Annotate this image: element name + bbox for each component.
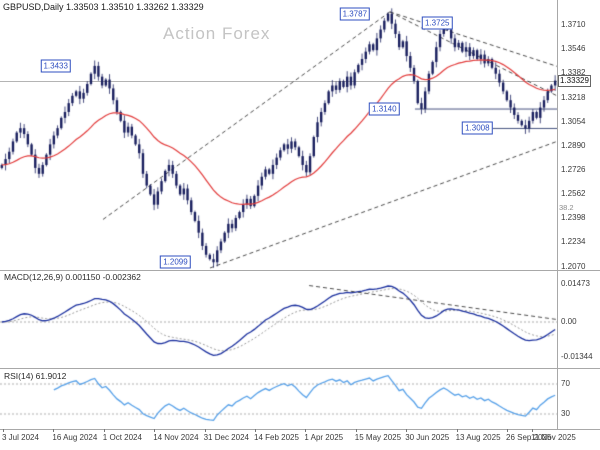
time-axis-label: 14 Feb 2025: [254, 433, 299, 442]
panel-divider: [0, 429, 600, 430]
price-axis-label: 1.2398: [561, 213, 586, 223]
time-axis-tick: [255, 429, 256, 432]
time-axis-tick: [456, 429, 458, 432]
macd-indicator-chart[interactable]: [0, 271, 557, 368]
price-axis-label: 1.3218: [561, 92, 586, 102]
macd-axis-label: -0.01344: [561, 351, 593, 361]
time-axis-label: 3 Jul 2024: [2, 433, 39, 442]
macd-indicator-label: MACD(12,26,9) 0.001150 -0.002362: [4, 272, 141, 282]
time-axis-tick: [305, 429, 307, 432]
symbol-ohlc-header: GBPUSD,Daily 1.33503 1.33510 1.33262 1.3…: [3, 2, 204, 12]
macd-axis-label: 0.00: [561, 317, 577, 326]
panel-divider: [0, 368, 600, 369]
price-axis-label: 1.2726: [561, 164, 586, 174]
macd-axis-label: 0.01473: [561, 278, 590, 288]
price-axis-label: 1.3054: [561, 116, 586, 126]
time-axis-label: 26 Sep 2025: [506, 433, 552, 442]
price-axis-label: 1.2890: [561, 140, 586, 150]
time-axis-label: 16 Aug 2024: [52, 433, 98, 442]
time-axis-label: 14 Nov 2024: [153, 433, 199, 442]
price-callout: 1.3433: [40, 59, 71, 73]
time-axis-label: 1 Apr 2025: [304, 433, 344, 442]
fib-level-label: 38.2: [559, 203, 574, 212]
price-axis-label: 1.3382: [561, 68, 586, 78]
time-axis-tick: [53, 429, 55, 432]
price-axis-label: 1.2234: [561, 237, 586, 247]
price-axis-border: [557, 0, 558, 429]
rsi-indicator-label: RSI(14) 61.9012: [4, 371, 67, 381]
time-axis-tick: [355, 429, 357, 432]
rsi-axis-label: 70: [561, 379, 570, 388]
time-axis-label: 1 Oct 2024: [102, 433, 142, 442]
time-axis-tick: [204, 429, 206, 432]
current-price-tag: 1.33329: [558, 75, 591, 87]
price-axis-label: 1.3546: [561, 44, 586, 54]
time-axis-tick: [507, 429, 508, 432]
price-axis-label: 1.3710: [561, 20, 586, 30]
time-axis-label: 13 Aug 2025: [455, 433, 501, 442]
price-axis-label: 1.2070: [561, 261, 586, 271]
time-axis-tick: [3, 429, 4, 432]
panel-divider: [0, 270, 600, 271]
time-axis-tick: [532, 429, 533, 432]
price-callout: 1.3140: [369, 102, 400, 116]
price-callout: 1.2099: [160, 255, 191, 269]
price-candlestick-chart[interactable]: [0, 0, 557, 270]
time-axis-label: 15 May 2025: [354, 433, 402, 442]
time-axis-label: 30 Jun 2025: [405, 433, 450, 442]
price-callout: 1.3008: [462, 121, 493, 135]
price-callout: 1.3787: [339, 7, 371, 21]
rsi-axis-label: 30: [561, 409, 570, 418]
price-callout: 1.3725: [422, 16, 453, 30]
time-axis-tick: [103, 429, 105, 432]
time-axis-label: 11 Nov 2025: [531, 433, 576, 442]
time-axis-label: 31 Dec 2024: [203, 433, 249, 442]
time-axis-tick: [406, 429, 408, 432]
time-axis-tick: [154, 429, 156, 432]
rsi-indicator-chart[interactable]: [0, 369, 557, 429]
price-axis-label: 1.2562: [561, 189, 586, 199]
